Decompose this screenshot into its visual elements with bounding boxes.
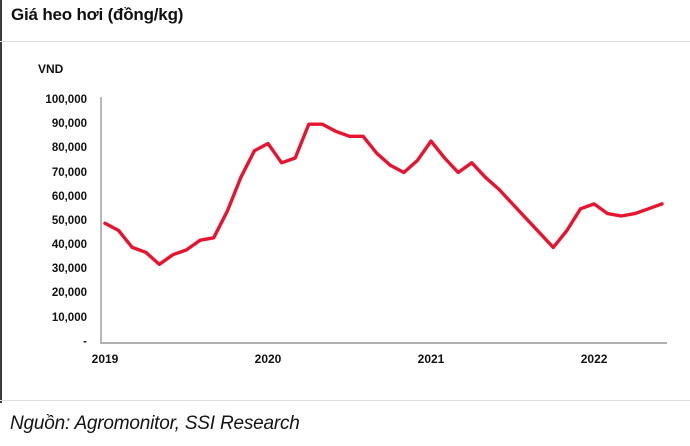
x-tick-label: 2019 (91, 352, 119, 366)
panel-left-border (0, 0, 2, 403)
y-tick-label: - (83, 335, 87, 348)
y-tick-label: 60,000 (51, 190, 87, 203)
y-tick-label: 100,000 (45, 94, 87, 106)
y-tick-label: 80,000 (51, 142, 87, 155)
y-tick-label: 30,000 (51, 263, 87, 276)
x-tick-label: 2020 (254, 352, 282, 366)
title-divider (0, 41, 690, 42)
footer-divider (0, 400, 690, 401)
y-axis-unit-label: VND (38, 62, 64, 76)
y-tick-label: 10,000 (51, 311, 87, 324)
y-tick-label: 90,000 (51, 118, 87, 131)
chart-title: Giá heo hơi (đồng/kg) (11, 5, 184, 24)
y-tick-label: 20,000 (51, 287, 87, 300)
price-line-series (103, 122, 664, 267)
y-tick-label: 40,000 (51, 239, 87, 251)
source-note: Nguồn: Agromonitor, SSI Research (10, 413, 300, 434)
x-tick-label: 2021 (417, 352, 445, 366)
x-tick-label: 2022 (580, 352, 608, 366)
y-tick-label: 70,000 (51, 166, 87, 179)
y-tick-label: 50,000 (51, 214, 87, 227)
